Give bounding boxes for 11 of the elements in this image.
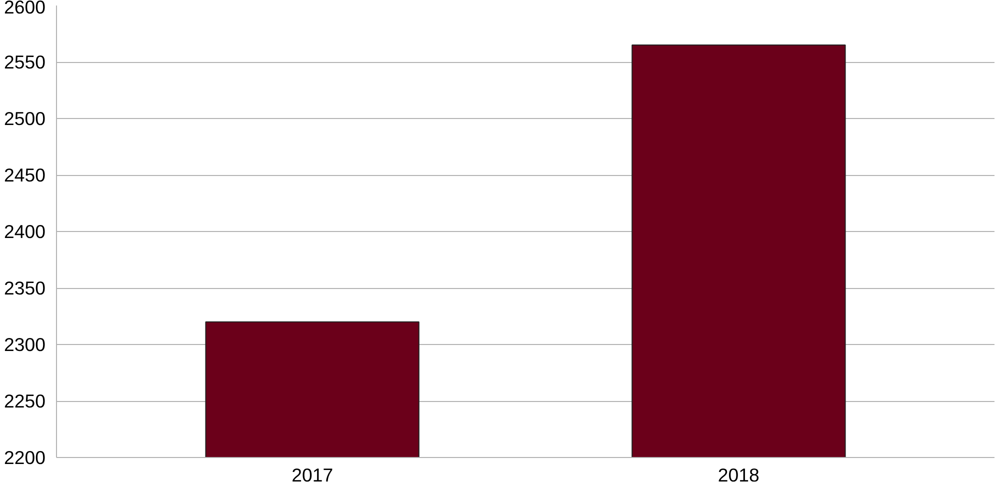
y-tick-label: 2600 bbox=[4, 0, 46, 18]
y-tick-label: 2550 bbox=[4, 52, 46, 72]
y-tick-label: 2450 bbox=[4, 164, 46, 186]
x-tick-label: 2017 bbox=[292, 464, 334, 484]
y-tick-label: 2250 bbox=[4, 390, 46, 412]
y-tick-label: 2300 bbox=[4, 334, 46, 355]
y-tick-label: 2400 bbox=[4, 221, 46, 242]
x-tick-label: 2018 bbox=[718, 464, 760, 484]
y-tick-label: 2200 bbox=[4, 447, 46, 468]
y-tick-label: 2500 bbox=[4, 108, 46, 129]
y-tick-label: 2350 bbox=[4, 278, 46, 298]
